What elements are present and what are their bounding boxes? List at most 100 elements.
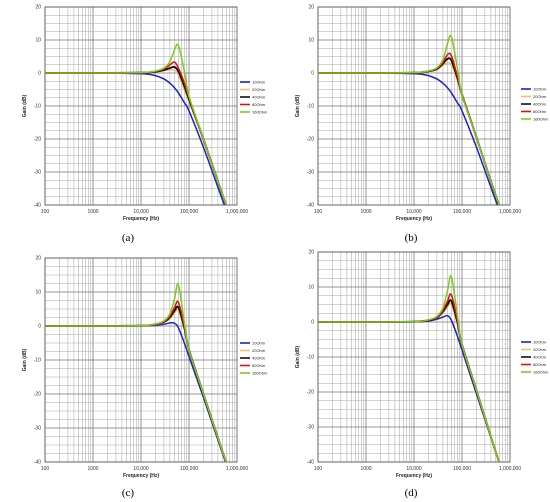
x-tick-label: 1,000,000 <box>499 209 521 215</box>
legend-label: 40Ohm <box>252 94 266 99</box>
y-tick-label: -20 <box>34 137 41 143</box>
legend-label: 40Ohm <box>252 355 266 360</box>
x-tick-label: 100,000 <box>180 466 198 472</box>
y-tick-label: 20 <box>35 256 41 262</box>
x-axis-label: Frequency (Hz) <box>396 216 432 222</box>
legend-label: 20Ohm <box>533 94 547 99</box>
legend-label: 80Ohm <box>252 102 266 107</box>
y-tick-label: -40 <box>34 460 41 466</box>
plot-frame <box>44 257 238 463</box>
legend-label: 80Ohm <box>533 362 547 367</box>
y-tick-label: -30 <box>307 425 314 431</box>
y-axis-label: Gain (dB) <box>295 345 301 368</box>
x-tick-label: 1,000,000 <box>499 466 521 472</box>
y-axis-label: Gain (dB) <box>295 94 301 117</box>
legend-label: 40Ohm <box>533 101 547 106</box>
legend-label: 20Ohm <box>252 87 266 92</box>
subfigure-caption: (b) <box>405 232 418 244</box>
x-tick-label: 1000 <box>360 466 371 472</box>
series-group <box>45 43 228 205</box>
x-tick-label: 10,000 <box>406 466 422 472</box>
y-tick-label: 20 <box>35 5 41 11</box>
y-tick-label: 10 <box>35 290 41 296</box>
plot-frame <box>44 6 238 206</box>
y-tick-label: -40 <box>34 203 41 209</box>
y-tick-label: 10 <box>308 38 314 44</box>
x-tick-label: 1000 <box>87 466 98 472</box>
series-line <box>45 43 227 205</box>
y-tick-label: 0 <box>311 320 314 326</box>
y-tick-label: -30 <box>34 170 41 176</box>
y-tick-label: -10 <box>34 358 41 364</box>
y-axis-label: Gain (dB) <box>22 94 28 117</box>
y-tick-label: -20 <box>307 390 314 396</box>
legend: 10Ohm 20Ohm 40Ohm 80Ohm 160Ohm <box>521 86 549 121</box>
x-tick-label: 1,000,000 <box>226 209 248 215</box>
x-tick-label: 10,000 <box>133 209 149 215</box>
series-line <box>45 283 227 462</box>
legend-label: 10Ohm <box>533 86 547 91</box>
x-tick-label: 100,000 <box>453 466 471 472</box>
legend: 10Ohm 20Ohm 40Ohm 80Ohm 160Ohm <box>521 339 549 374</box>
x-tick-label: 100 <box>41 209 50 215</box>
legend-label: 40Ohm <box>533 354 547 359</box>
series-group <box>318 274 501 462</box>
series-line <box>318 34 500 205</box>
legend-label: 20Ohm <box>252 348 266 353</box>
subfigure-caption: (c) <box>122 487 135 499</box>
legend-label: 20Ohm <box>533 347 547 352</box>
x-tick-label: 1,000,000 <box>226 466 248 472</box>
x-axis-label: Frequency (Hz) <box>396 473 432 479</box>
series-line <box>45 72 226 205</box>
series-line <box>318 72 499 205</box>
y-tick-label: -20 <box>307 137 314 143</box>
legend-label: 160Ohm <box>252 370 268 375</box>
y-tick-label: -40 <box>307 203 314 209</box>
x-tick-label: 1000 <box>360 209 371 215</box>
legend-label: 160Ohm <box>252 109 268 114</box>
y-tick-label: 10 <box>308 285 314 291</box>
x-tick-label: 100 <box>41 466 50 472</box>
legend-label: 160Ohm <box>533 369 549 374</box>
y-tick-label: -10 <box>307 104 314 110</box>
subfigure-caption: (a) <box>122 232 135 244</box>
x-tick-label: 100,000 <box>453 209 471 215</box>
legend: 10Ohm 20Ohm 40Ohm 80Ohm 160Ohm <box>240 340 268 375</box>
y-axis-label: Gain (dB) <box>22 348 28 371</box>
legend: 10Ohm 20Ohm 40Ohm 80Ohm 160Ohm <box>240 79 268 114</box>
x-tick-label: 10,000 <box>133 466 149 472</box>
series-line <box>318 274 500 462</box>
y-tick-label: -40 <box>307 460 314 466</box>
legend-label: 10Ohm <box>533 339 547 344</box>
x-tick-label: 100,000 <box>180 209 198 215</box>
y-tick-label: -30 <box>307 170 314 176</box>
x-tick-label: 100 <box>314 466 323 472</box>
series-group <box>45 283 228 462</box>
x-tick-label: 10,000 <box>406 209 422 215</box>
y-tick-label: -20 <box>34 392 41 398</box>
y-tick-label: 20 <box>308 250 314 256</box>
y-tick-label: -30 <box>34 426 41 432</box>
plot-frame <box>317 6 511 206</box>
plot-frame <box>317 251 511 463</box>
series-group <box>318 34 501 205</box>
y-tick-label: -10 <box>307 355 314 361</box>
legend-label: 80Ohm <box>252 363 266 368</box>
legend-label: 80Ohm <box>533 109 547 114</box>
y-tick-label: -10 <box>34 104 41 110</box>
legend-label: 10Ohm <box>252 79 266 84</box>
x-tick-label: 100 <box>314 209 323 215</box>
y-tick-label: 20 <box>308 5 314 11</box>
y-tick-label: 10 <box>35 38 41 44</box>
subfigure-caption: (d) <box>405 487 418 499</box>
legend-label: 160Ohm <box>533 116 549 121</box>
y-tick-label: 0 <box>38 324 41 330</box>
legend-label: 10Ohm <box>252 340 266 345</box>
y-tick-label: 0 <box>311 71 314 77</box>
y-tick-label: 0 <box>38 71 41 77</box>
